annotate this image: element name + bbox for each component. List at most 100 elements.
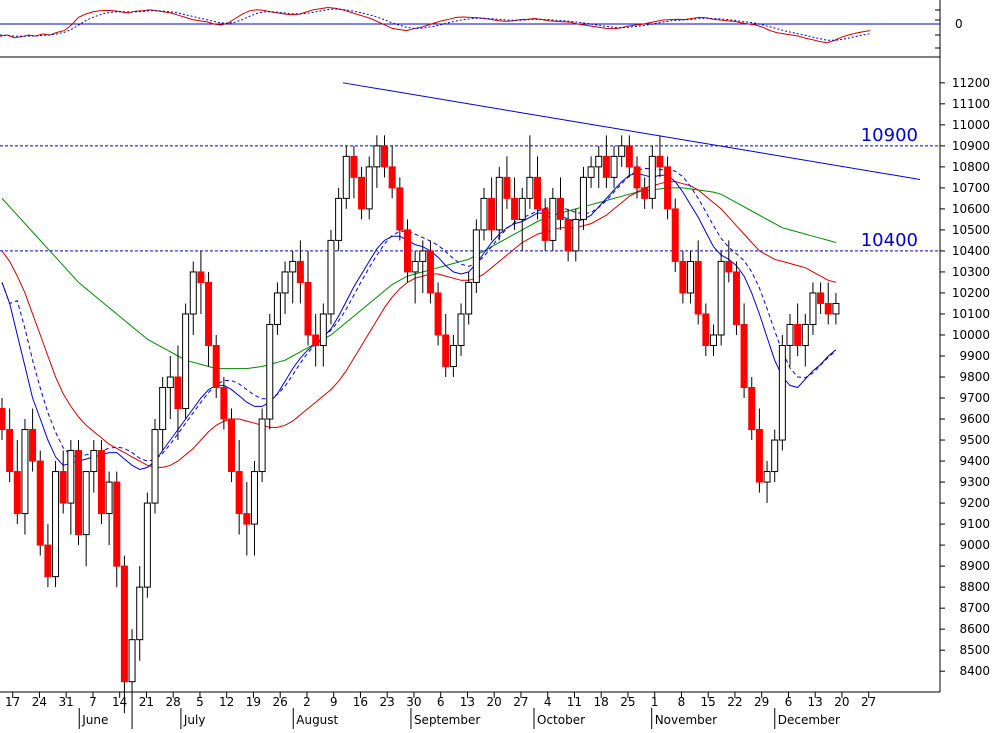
- candle-body: [748, 387, 756, 431]
- trendline-layer: [342, 82, 921, 180]
- candle-body: [687, 260, 695, 294]
- candle: [59, 450, 67, 514]
- candle-body: [633, 166, 641, 189]
- candle: [671, 198, 679, 272]
- candle: [205, 271, 213, 367]
- candle: [549, 187, 557, 251]
- y-tick-label: 10600: [952, 202, 990, 216]
- y-tick-label: 9100: [959, 517, 990, 531]
- candle: [128, 629, 136, 733]
- candle-body: [732, 271, 740, 325]
- candle: [365, 156, 373, 220]
- candle-body: [817, 292, 825, 304]
- candle: [702, 303, 710, 356]
- x-tick-label: 1: [651, 695, 659, 709]
- candle-body: [120, 565, 128, 683]
- candle: [411, 250, 419, 304]
- candle: [832, 292, 840, 325]
- candle-body: [434, 292, 442, 336]
- candle: [587, 156, 595, 188]
- candle: [304, 250, 312, 346]
- candle-body: [572, 218, 580, 252]
- candle: [189, 261, 197, 335]
- candle-body: [602, 155, 610, 178]
- moving-averages: [1, 167, 837, 471]
- y-tick-label: 8600: [959, 622, 990, 636]
- y-tick-label: 10000: [952, 328, 990, 342]
- candle: [434, 282, 442, 346]
- candle-body: [388, 166, 396, 189]
- candle: [694, 240, 702, 325]
- candle-body: [143, 502, 151, 588]
- candle-body: [511, 197, 519, 220]
- y-tick-label: 8900: [959, 559, 990, 573]
- y-tick-label: 10400: [952, 244, 990, 258]
- candle-body: [618, 145, 626, 157]
- candle: [136, 566, 144, 661]
- candle-body: [587, 166, 595, 178]
- level-label-10900: 10900: [861, 125, 918, 146]
- candle-body: [794, 323, 802, 346]
- candle: [327, 229, 335, 325]
- x-tick-label: 9: [330, 695, 338, 709]
- candle-body: [381, 145, 389, 168]
- candle: [824, 282, 832, 325]
- y-tick-label: 9500: [959, 433, 990, 447]
- candle: [740, 303, 748, 399]
- candle: [572, 208, 580, 262]
- x-tick-label: 21: [139, 695, 154, 709]
- candle: [465, 271, 473, 325]
- ma-red-line: [1, 181, 837, 468]
- candle-body: [289, 260, 297, 273]
- candle: [771, 429, 779, 483]
- candle-body: [419, 250, 427, 262]
- x-tick-label: 27: [513, 695, 528, 709]
- oscillator-signal-line: [0, 8, 871, 41]
- x-tick-label: 22: [727, 695, 742, 709]
- x-tick-label: 5: [196, 695, 204, 709]
- candle: [319, 303, 327, 367]
- candle-body: [709, 334, 717, 346]
- month-label: June: [81, 713, 108, 727]
- candle: [197, 250, 205, 314]
- candle-body: [174, 376, 182, 410]
- candle-body: [556, 197, 564, 220]
- x-tick-label: 16: [353, 695, 368, 709]
- candle-body: [13, 471, 21, 515]
- candle-body: [549, 197, 557, 241]
- candle: [472, 219, 480, 293]
- candle-body: [44, 544, 52, 578]
- month-label: August: [296, 713, 338, 727]
- candle: [457, 303, 465, 356]
- candle-body: [52, 471, 60, 578]
- y-tick-label: 9700: [959, 391, 990, 405]
- candle: [235, 440, 243, 535]
- candle: [143, 492, 151, 598]
- x-tick-label: 15: [701, 695, 716, 709]
- candle: [526, 135, 534, 209]
- candle-body: [457, 313, 465, 346]
- candle: [105, 471, 113, 546]
- ma-blue-dashed-line: [1, 167, 837, 462]
- candle-body: [503, 176, 511, 199]
- candle-body: [243, 513, 251, 525]
- candle-body: [281, 271, 289, 294]
- candle-body: [0, 408, 6, 431]
- y-tick-label: 11200: [952, 76, 990, 90]
- candle-body: [358, 176, 366, 210]
- candle: [120, 555, 128, 714]
- candle: [44, 524, 52, 588]
- y-tick-label: 9600: [959, 412, 990, 426]
- candle-body: [480, 197, 488, 231]
- candle-body: [564, 218, 572, 252]
- ma-blue-line: [1, 172, 837, 471]
- candle: [312, 313, 320, 367]
- candle: [388, 145, 396, 199]
- candle-body: [29, 429, 37, 462]
- y-tick-label: 10800: [952, 160, 990, 174]
- candle: [90, 440, 98, 493]
- candle: [748, 377, 756, 441]
- x-tick-label: 7: [89, 695, 97, 709]
- candle-body: [442, 334, 450, 367]
